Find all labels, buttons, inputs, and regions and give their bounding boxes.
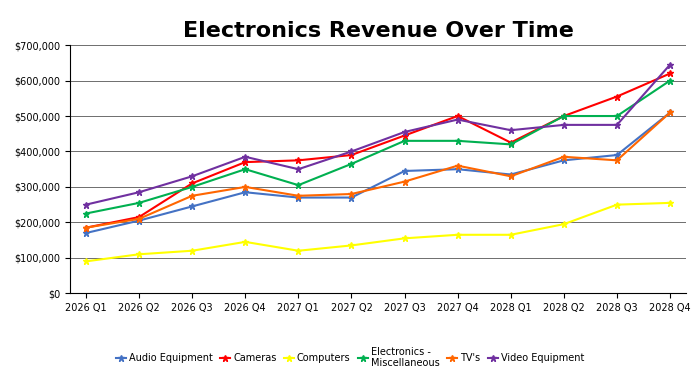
Audio Equipment bbox=[560, 158, 568, 162]
Electronics -
Miscellaneous bbox=[188, 185, 196, 189]
Computers bbox=[82, 259, 90, 264]
Video Equipment bbox=[454, 117, 462, 122]
Cameras bbox=[400, 133, 409, 138]
Title: Electronics Revenue Over Time: Electronics Revenue Over Time bbox=[183, 21, 573, 41]
Electronics -
Miscellaneous bbox=[135, 201, 143, 205]
Audio Equipment bbox=[241, 190, 249, 194]
TV's bbox=[188, 194, 196, 198]
Computers bbox=[188, 249, 196, 253]
Computers bbox=[560, 222, 568, 226]
Line: Electronics -
Miscellaneous: Electronics - Miscellaneous bbox=[83, 77, 673, 217]
Electronics -
Miscellaneous bbox=[560, 114, 568, 118]
Audio Equipment bbox=[666, 110, 674, 115]
Video Equipment bbox=[666, 62, 674, 67]
Audio Equipment bbox=[294, 195, 302, 200]
TV's bbox=[400, 179, 409, 184]
TV's bbox=[294, 194, 302, 198]
Computers bbox=[135, 252, 143, 256]
Electronics -
Miscellaneous bbox=[612, 114, 621, 118]
Cameras bbox=[135, 215, 143, 219]
Audio Equipment bbox=[454, 167, 462, 171]
Electronics -
Miscellaneous bbox=[454, 139, 462, 143]
Electronics -
Miscellaneous bbox=[347, 162, 356, 166]
TV's bbox=[666, 110, 674, 115]
Video Equipment bbox=[294, 167, 302, 171]
Cameras bbox=[507, 140, 515, 145]
Cameras bbox=[82, 226, 90, 230]
Cameras bbox=[454, 114, 462, 118]
Audio Equipment bbox=[188, 204, 196, 209]
Line: Audio Equipment: Audio Equipment bbox=[83, 109, 673, 237]
TV's bbox=[82, 226, 90, 230]
Cameras bbox=[294, 158, 302, 162]
Legend: Audio Equipment, Cameras, Computers, Electronics -
Miscellaneous, TV's, Video Eq: Audio Equipment, Cameras, Computers, Ele… bbox=[113, 344, 587, 371]
TV's bbox=[241, 185, 249, 189]
Electronics -
Miscellaneous bbox=[666, 78, 674, 83]
Computers bbox=[400, 236, 409, 241]
Computers bbox=[347, 243, 356, 248]
Electronics -
Miscellaneous bbox=[82, 211, 90, 216]
Video Equipment bbox=[347, 149, 356, 154]
Cameras bbox=[666, 71, 674, 76]
Video Equipment bbox=[400, 130, 409, 134]
Line: TV's: TV's bbox=[83, 109, 673, 231]
Cameras bbox=[612, 94, 621, 99]
Video Equipment bbox=[507, 128, 515, 132]
TV's bbox=[507, 174, 515, 179]
Computers bbox=[454, 232, 462, 237]
TV's bbox=[560, 155, 568, 159]
Video Equipment bbox=[612, 123, 621, 127]
Video Equipment bbox=[241, 155, 249, 159]
Audio Equipment bbox=[612, 153, 621, 157]
Computers bbox=[666, 201, 674, 205]
Cameras bbox=[241, 160, 249, 164]
Cameras bbox=[560, 114, 568, 118]
Audio Equipment bbox=[82, 231, 90, 235]
Video Equipment bbox=[82, 202, 90, 207]
Audio Equipment bbox=[507, 172, 515, 177]
Computers bbox=[241, 240, 249, 244]
Computers bbox=[507, 232, 515, 237]
Electronics -
Miscellaneous bbox=[400, 139, 409, 143]
TV's bbox=[612, 158, 621, 162]
Line: Video Equipment: Video Equipment bbox=[83, 61, 673, 208]
Electronics -
Miscellaneous bbox=[241, 167, 249, 171]
Cameras bbox=[347, 153, 356, 157]
Electronics -
Miscellaneous bbox=[294, 183, 302, 187]
Video Equipment bbox=[135, 190, 143, 194]
Line: Computers: Computers bbox=[83, 199, 673, 265]
Cameras bbox=[188, 181, 196, 186]
Audio Equipment bbox=[347, 195, 356, 200]
Video Equipment bbox=[560, 123, 568, 127]
Computers bbox=[612, 202, 621, 207]
Video Equipment bbox=[188, 174, 196, 179]
Electronics -
Miscellaneous bbox=[507, 142, 515, 147]
Audio Equipment bbox=[400, 169, 409, 173]
TV's bbox=[454, 164, 462, 168]
Computers bbox=[294, 249, 302, 253]
Audio Equipment bbox=[135, 218, 143, 223]
Line: Cameras: Cameras bbox=[83, 70, 673, 231]
TV's bbox=[347, 192, 356, 196]
TV's bbox=[135, 217, 143, 221]
